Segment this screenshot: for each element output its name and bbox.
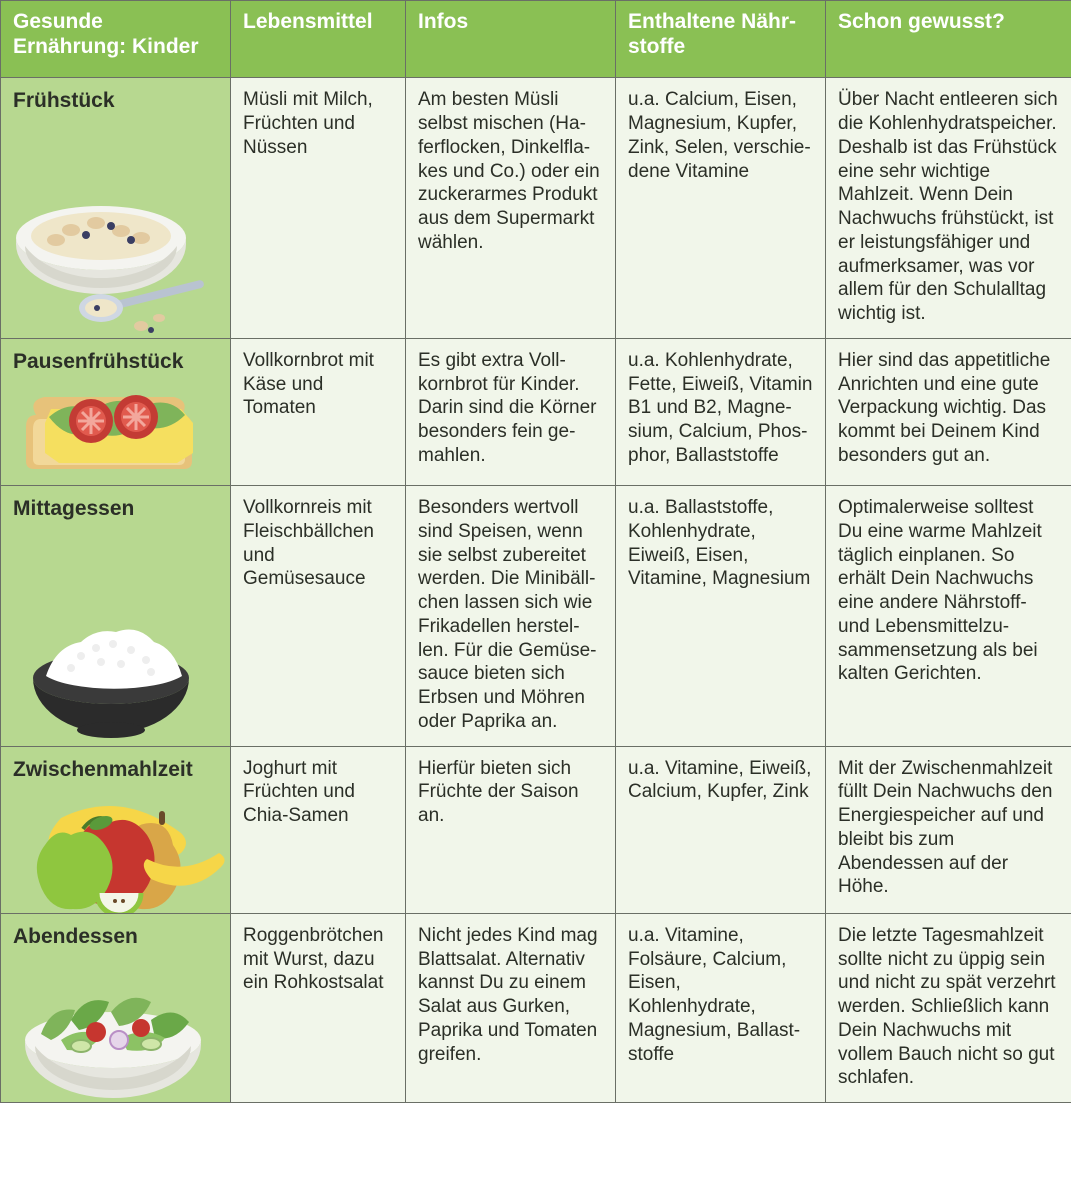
nutrients-cell: u.a. Kohlenhydrate, Fette, Eiweiß, Vitam…: [616, 338, 826, 485]
info-cell: Am besten Müsli selbst mischen (Ha­ferfl…: [406, 78, 616, 339]
fact-cell: Mit der Zwischenmahl­zeit füllt Dein Nac…: [826, 746, 1071, 913]
salad-bowl-icon: [1, 962, 230, 1102]
rice-bowl-icon: [1, 606, 230, 746]
info-cell: Besonders wertvoll sind Speisen, wenn si…: [406, 486, 616, 747]
nutrients-cell: u.a. Vitamine, Folsäure, Calcium, Eisen,…: [616, 913, 826, 1102]
bread-cheese-tomato-icon: [1, 375, 230, 485]
meal-cell: Frühstück: [1, 78, 231, 339]
nutrients-cell: u.a. Vitamine, Eiweiß, Calcium, Kupfer, …: [616, 746, 826, 913]
meal-label: Mittagessen: [13, 496, 218, 522]
meal-cell: Zwischen­mahlzeit: [1, 746, 231, 913]
table-row: Zwischen­mahlzeit: [1, 746, 1071, 913]
muesli-bowl-icon: [1, 168, 230, 338]
fact-cell: Hier sind das appetitliche Anrichten und…: [826, 338, 1071, 485]
food-cell: Müsli mit Milch, Früchten und Nüssen: [231, 78, 406, 339]
table-row: Mittagessen: [1, 486, 1071, 747]
food-cell: Joghurt mit Früchten und Chia-Samen: [231, 746, 406, 913]
fact-cell: Über Nacht entleeren sich die Kohlenhydr…: [826, 78, 1071, 339]
header-row: Gesunde Ernährung: Kinder Lebensmittel I…: [1, 1, 1071, 78]
table-body: Frühstück: [1, 78, 1071, 1103]
col-header-food: Lebensmittel: [231, 1, 406, 78]
meal-label: Pausen­frühstück: [13, 349, 218, 375]
fruit-mix-icon: [1, 783, 230, 913]
col-header-fact: Schon gewusst?: [826, 1, 1071, 78]
nutrients-cell: u.a. Calcium, Eisen, Magnesium, Kupfer, …: [616, 78, 826, 339]
nutrition-table-wrapper: Gesunde Ernährung: Kinder Lebensmittel I…: [0, 0, 1071, 1103]
table-row: Abendessen: [1, 913, 1071, 1102]
info-cell: Hierfür bieten sich Früchte der Saison a…: [406, 746, 616, 913]
meal-cell: Pausen­frühstück: [1, 338, 231, 485]
table-row: Frühstück: [1, 78, 1071, 339]
food-cell: Vollkornbrot mit Käse und Tomaten: [231, 338, 406, 485]
meal-label: Abendessen: [13, 924, 218, 950]
fact-cell: Die letzte Tagesmahlzeit sollte nicht zu…: [826, 913, 1071, 1102]
table-row: Pausen­frühstück: [1, 338, 1071, 485]
meal-cell: Mittagessen: [1, 486, 231, 747]
info-cell: Es gibt extra Voll­kornbrot für Kinder. …: [406, 338, 616, 485]
food-cell: Roggenbrötchen mit Wurst, dazu ein Rohko…: [231, 913, 406, 1102]
col-header-info: Infos: [406, 1, 616, 78]
food-cell: Vollkornreis mit Fleischbällchen und Gem…: [231, 486, 406, 747]
meal-label: Zwischen­mahlzeit: [13, 757, 218, 783]
nutrition-table: Gesunde Ernährung: Kinder Lebensmittel I…: [0, 0, 1071, 1103]
meal-cell: Abendessen: [1, 913, 231, 1102]
nutrients-cell: u.a. Ballaststoffe, Kohlenhydrate, Eiwei…: [616, 486, 826, 747]
col-header-nutrients: Enthaltene Nähr­stoffe: [616, 1, 826, 78]
fact-cell: Optimalerweise solltest Du eine warme Ma…: [826, 486, 1071, 747]
info-cell: Nicht jedes Kind mag Blattsalat. Alterna…: [406, 913, 616, 1102]
meal-label: Frühstück: [13, 88, 218, 114]
col-header-title: Gesunde Ernährung: Kinder: [1, 1, 231, 78]
